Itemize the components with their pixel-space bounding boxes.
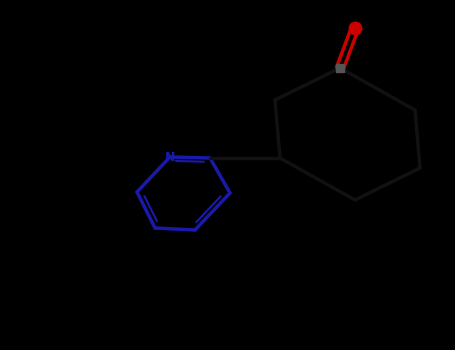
Text: N: N	[165, 150, 175, 163]
